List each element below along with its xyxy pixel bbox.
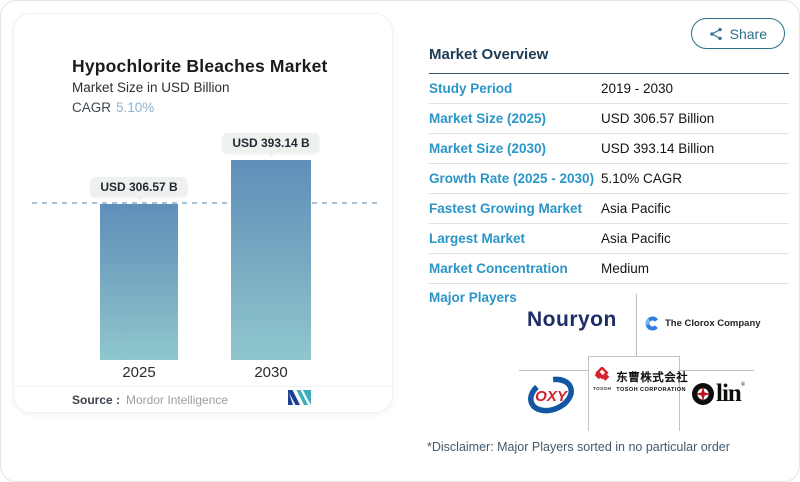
- row-label: Market Size (2025): [429, 111, 547, 126]
- oxy-logo: OXY: [525, 376, 577, 419]
- players-vertical-divider: [636, 294, 637, 356]
- players-disclaimer: *Disclaimer: Major Players sorted in no …: [427, 440, 730, 454]
- share-button[interactable]: Share: [690, 18, 785, 49]
- table-row: Market Concentration Medium: [429, 254, 789, 284]
- table-row: Fastest Growing Market Asia Pacific: [429, 194, 789, 224]
- row-value: Medium: [601, 261, 650, 276]
- row-label: Market Size (2030): [429, 141, 547, 156]
- clorox-icon: [645, 316, 660, 331]
- major-players-label: Major Players: [429, 290, 517, 305]
- tosoh-cn-label: 东曹株式会社: [616, 372, 689, 384]
- table-row: Growth Rate (2025 - 2030) 5.10% CAGR: [429, 164, 789, 194]
- table-row: Study Period 2019 - 2030: [429, 74, 789, 104]
- overview-table: Study Period 2019 - 2030 Market Size (20…: [429, 73, 789, 284]
- players-horizontal-divider: [678, 370, 754, 371]
- row-value: Asia Pacific: [601, 231, 671, 246]
- olin-label: lin: [716, 380, 742, 407]
- panel-title: Market Overview: [429, 46, 549, 63]
- row-value: USD 306.57 Billion: [601, 111, 715, 126]
- svg-text:OXY: OXY: [535, 388, 569, 405]
- row-label: Fastest Growing Market: [429, 201, 583, 216]
- tosoh-logo-box: TOSOH 东曹株式会社 TOSOH CORPORATION: [588, 356, 688, 431]
- bar-label-2030: USD 393.14 B: [222, 133, 320, 153]
- table-row: Market Size (2030) USD 393.14 Billion: [429, 134, 789, 164]
- row-label: Study Period: [429, 81, 513, 96]
- bar-2030: [231, 160, 311, 360]
- reference-line: [32, 202, 382, 204]
- share-button-label: Share: [729, 25, 767, 42]
- x-axis-tick-2025: 2025: [122, 364, 156, 381]
- olin-registered-mark: ®: [740, 382, 746, 388]
- nouryon-logo: Nouryon: [527, 308, 617, 331]
- row-value: 5.10% CAGR: [601, 171, 683, 186]
- bar-chart: USD 306.57 B USD 393.14 B 2025 2030: [14, 14, 392, 412]
- market-overview-panel: Market Overview Study Period 2019 - 2030…: [427, 46, 789, 462]
- chart-subtitle: Market Size in USD Billion: [72, 80, 230, 95]
- major-players-section: Major Players TOSOH 东曹株式会社 TOSOH CORPORA…: [427, 284, 789, 462]
- row-label: Market Concentration: [429, 261, 568, 276]
- mordor-intelligence-logo-icon: [288, 390, 311, 410]
- row-value: Asia Pacific: [601, 201, 671, 216]
- source-brand: Mordor Intelligence: [126, 393, 229, 407]
- table-row: Largest Market Asia Pacific: [429, 224, 789, 254]
- clorox-logo: The Clorox Company: [645, 316, 761, 331]
- bar-label-2025: USD 306.57 B: [90, 177, 188, 197]
- tosoh-logo: TOSOH 东曹株式会社 TOSOH CORPORATION: [593, 367, 688, 393]
- market-chart-card: Hypochlorite Bleaches Market Market Size…: [13, 13, 393, 413]
- tosoh-small-label: TOSOH: [593, 386, 612, 391]
- row-label: Growth Rate (2025 - 2030): [429, 171, 595, 186]
- olin-logo: lin ®: [691, 380, 745, 408]
- clorox-label: The Clorox Company: [665, 318, 761, 329]
- share-icon: [709, 27, 723, 41]
- chart-title: Hypochlorite Bleaches Market: [72, 56, 328, 76]
- table-row: Market Size (2025) USD 306.57 Billion: [429, 104, 789, 134]
- row-value: 2019 - 2030: [601, 81, 674, 96]
- source-row: Source : Mordor Intelligence: [72, 393, 228, 407]
- cagr-value: 5.10%: [116, 100, 155, 115]
- chart-cagr: CAGR 5.10%: [72, 100, 154, 115]
- row-label: Largest Market: [429, 231, 526, 246]
- cagr-label: CAGR: [72, 100, 112, 115]
- source-label: Source :: [72, 393, 121, 407]
- bar-2025: [100, 204, 178, 360]
- tosoh-mark-icon: TOSOH: [593, 367, 611, 391]
- olin-o-icon: [691, 382, 715, 406]
- row-value: USD 393.14 Billion: [601, 141, 715, 156]
- source-divider: [14, 386, 392, 387]
- players-horizontal-divider: [519, 370, 588, 371]
- x-axis-tick-2030: 2030: [254, 364, 288, 381]
- tosoh-en-label: TOSOH CORPORATION: [616, 387, 686, 393]
